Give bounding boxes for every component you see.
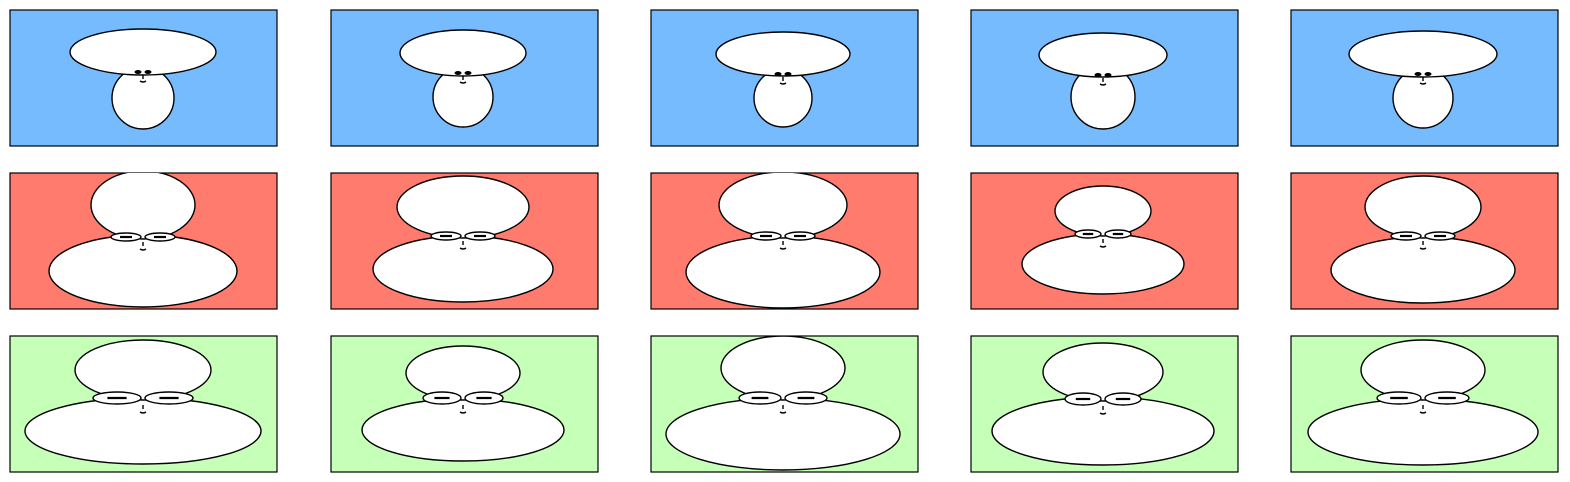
figure-head <box>1054 185 1152 237</box>
mouth-icon <box>1419 411 1427 414</box>
mouth-icon <box>779 247 787 250</box>
figure-body <box>1330 236 1516 304</box>
panel-r1-c1 <box>9 9 278 147</box>
panel-r3-c5 <box>1290 335 1559 473</box>
figure-head <box>396 175 530 239</box>
figure-cap <box>69 28 217 76</box>
left-eye-icon <box>774 72 782 76</box>
big-glasses-figure-icon <box>24 339 262 465</box>
mushroom-figure-icon <box>715 31 851 128</box>
figure-cap <box>715 31 851 77</box>
mouth-icon <box>139 248 147 251</box>
figure-head <box>1364 175 1482 239</box>
big-glasses-figure-icon <box>361 345 565 462</box>
figure-head <box>405 345 521 401</box>
glasses-figure-icon <box>48 173 238 308</box>
mouth-icon <box>459 81 467 84</box>
mouth-icon <box>459 247 467 250</box>
left-eye-icon <box>454 71 462 75</box>
glasses-figure-icon <box>372 175 554 303</box>
mushroom-figure-icon <box>69 28 217 130</box>
right-eye-icon <box>144 70 152 74</box>
figure-body <box>372 235 554 303</box>
panel-r2-c5 <box>1290 172 1559 310</box>
panel-r3-c3 <box>650 335 919 473</box>
figure-head <box>1042 342 1164 402</box>
panel-r1-c4 <box>970 9 1239 147</box>
mushroom-figure-icon <box>1348 30 1498 129</box>
mouth-icon <box>779 82 787 85</box>
mouth-icon <box>1419 82 1427 85</box>
mouth-icon <box>779 411 787 414</box>
panel-r1-c2 <box>330 9 599 147</box>
figure-cap <box>1348 30 1498 78</box>
figure-cap <box>399 29 527 77</box>
mouth-icon <box>1099 245 1107 248</box>
left-eye-icon <box>1414 72 1422 76</box>
figure-head <box>74 339 212 401</box>
mouth-icon <box>1099 83 1107 86</box>
panel-r2-c2 <box>330 172 599 310</box>
figure-head <box>1360 339 1486 401</box>
figure-head <box>718 173 848 239</box>
panel-r2-c1 <box>9 172 278 310</box>
panel-r3-c4 <box>970 335 1239 473</box>
mouth-icon <box>139 80 147 83</box>
panel-r3-c2 <box>330 335 599 473</box>
right-eye-icon <box>464 71 472 75</box>
panel-r2-c3 <box>650 172 919 310</box>
mouth-icon <box>139 411 147 414</box>
mouth-icon <box>1099 412 1107 415</box>
big-glasses-figure-icon <box>665 336 901 471</box>
right-eye-icon <box>1424 72 1432 76</box>
mouth-icon <box>1419 247 1427 250</box>
panel-r1-c5 <box>1290 9 1559 147</box>
glasses-figure-icon <box>1330 175 1516 304</box>
mouth-icon <box>459 411 467 414</box>
figure-body <box>685 235 881 309</box>
right-eye-icon <box>784 72 792 76</box>
right-eye-icon <box>1104 73 1112 77</box>
glasses-figure-icon <box>1021 185 1185 295</box>
left-eye-icon <box>134 70 142 74</box>
figure-head <box>720 336 846 401</box>
left-eye-icon <box>1094 73 1102 77</box>
glasses-figure-icon <box>685 173 881 309</box>
mushroom-figure-icon <box>1038 32 1168 130</box>
big-glasses-figure-icon <box>991 342 1215 466</box>
panel-r3-c1 <box>9 335 278 473</box>
big-glasses-figure-icon <box>1307 339 1539 466</box>
panel-r2-c4 <box>970 172 1239 310</box>
figure-head <box>90 173 196 240</box>
panel-r1-c3 <box>650 9 919 147</box>
figure-cap <box>1038 32 1168 78</box>
mushroom-figure-icon <box>399 29 527 128</box>
